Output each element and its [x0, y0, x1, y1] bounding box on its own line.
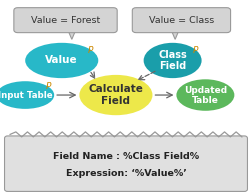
Text: P: P — [88, 46, 93, 55]
Ellipse shape — [176, 79, 234, 111]
Text: Input Table: Input Table — [0, 91, 52, 99]
Text: Value: Value — [45, 55, 78, 65]
Text: Class
Field: Class Field — [158, 50, 187, 71]
Ellipse shape — [0, 81, 54, 109]
Text: P: P — [193, 46, 198, 55]
Text: Calculate
Field: Calculate Field — [88, 84, 143, 106]
Ellipse shape — [25, 43, 98, 78]
Text: Expression: ‘%Value%’: Expression: ‘%Value%’ — [66, 169, 186, 178]
Ellipse shape — [144, 43, 202, 78]
Polygon shape — [171, 30, 179, 39]
FancyBboxPatch shape — [14, 8, 117, 33]
Text: Updated
Table: Updated Table — [184, 85, 227, 105]
Text: Field Name : %Class Field%: Field Name : %Class Field% — [53, 151, 199, 161]
Text: Value = Forest: Value = Forest — [31, 16, 100, 25]
Ellipse shape — [79, 75, 152, 115]
Text: Value = Class: Value = Class — [149, 16, 214, 25]
Text: P: P — [46, 82, 51, 91]
FancyBboxPatch shape — [132, 8, 231, 33]
FancyBboxPatch shape — [5, 136, 247, 191]
Polygon shape — [68, 30, 76, 39]
